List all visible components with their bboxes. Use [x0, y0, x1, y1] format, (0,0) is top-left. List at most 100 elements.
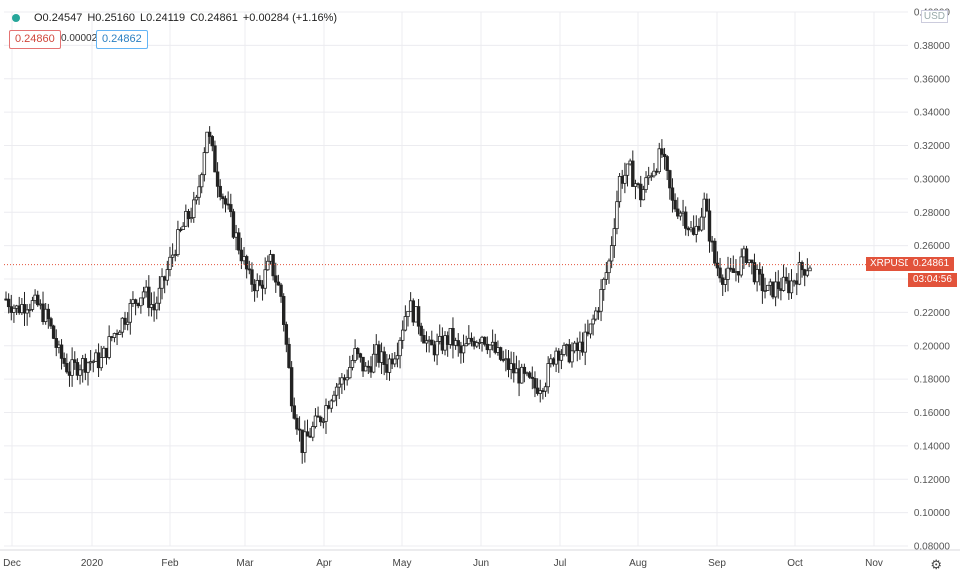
candle-body	[800, 262, 804, 271]
price-tick-label: 0.28000	[914, 208, 951, 219]
candle-body	[776, 281, 780, 290]
candle-body	[792, 280, 796, 283]
candle-body	[295, 417, 299, 430]
candle-body	[678, 212, 683, 217]
candle-body	[210, 136, 214, 147]
candle-body	[805, 270, 810, 276]
candle-body	[255, 279, 259, 292]
candle-body	[247, 268, 252, 271]
candle-body	[673, 199, 677, 210]
candle-body	[535, 387, 540, 394]
candle-body	[300, 429, 304, 453]
candle-body	[683, 211, 688, 229]
candle-body	[75, 362, 80, 376]
price-tick-label: 0.08000	[914, 542, 951, 553]
candle-body	[271, 254, 275, 277]
candle-body	[340, 377, 344, 385]
symbol-price-tag: XRPUSD	[866, 257, 916, 271]
candle-body	[181, 225, 185, 230]
candle-body	[9, 306, 13, 313]
candle-body	[305, 431, 310, 437]
candle-body	[414, 306, 418, 323]
candle-body	[213, 145, 217, 173]
candle-body	[586, 331, 590, 335]
settings-gear-icon[interactable]: ⚙	[930, 557, 942, 572]
candle-body	[229, 204, 233, 213]
candle-body	[575, 342, 579, 351]
price-tick-label: 0.32000	[914, 141, 951, 152]
candle-body	[263, 269, 267, 289]
candle-body	[771, 281, 775, 298]
candle-body	[94, 352, 98, 362]
candle-body	[46, 308, 51, 320]
price-tick-label: 0.36000	[914, 74, 951, 85]
candle-body	[609, 245, 614, 262]
bar-countdown: 03:04:56	[908, 273, 957, 287]
candle-body	[70, 359, 74, 376]
candle-body	[506, 358, 511, 370]
ohlc-legend: O0.24547 H0.25160 L0.24119 C0.24861 +0.0…	[12, 12, 342, 24]
candle-body	[337, 383, 341, 388]
candle-body	[395, 355, 400, 360]
time-axis: Dec 2020 Feb Mar Apr May Jun Jul Aug Sep Oct Nov	[0, 549, 960, 569]
candle-body	[707, 210, 712, 242]
candle-body	[784, 276, 788, 282]
candle-body	[258, 279, 262, 286]
candle-body	[501, 359, 505, 361]
candle-body	[559, 354, 564, 361]
candle-body	[789, 280, 794, 294]
last-price-tag: 0.24861	[908, 257, 955, 271]
candle-body	[57, 344, 61, 348]
candle-body	[419, 325, 423, 336]
candle-body	[379, 351, 384, 363]
price-tick-label: 0.16000	[914, 408, 951, 419]
candle-body	[173, 254, 177, 257]
candle-body	[554, 350, 558, 365]
candle-body	[432, 344, 437, 356]
time-tick-label: Dec	[3, 558, 21, 569]
candle-body	[345, 377, 349, 381]
candle-body	[268, 254, 273, 262]
candle-body	[91, 360, 95, 363]
candle-body	[424, 340, 429, 344]
candle-body	[739, 256, 743, 276]
candle-body	[588, 323, 593, 335]
candle-body	[197, 186, 201, 198]
candles	[4, 126, 908, 464]
candle-body	[522, 366, 527, 374]
candle-body	[80, 358, 85, 371]
candle-body	[411, 300, 415, 323]
candle-body	[427, 339, 431, 342]
candle-body	[795, 280, 799, 285]
high-value: H0.25160	[87, 12, 136, 24]
price-tick-label: 0.20000	[914, 341, 951, 352]
candle-body	[445, 335, 450, 345]
candle-body	[194, 196, 199, 201]
candle-body	[625, 163, 630, 176]
candle-body	[120, 317, 125, 333]
candle-body	[165, 269, 170, 281]
candle-body	[239, 249, 244, 262]
close-value: C0.24861	[190, 12, 238, 24]
buy-price-button[interactable]: 0.24862	[96, 30, 148, 49]
candle-body	[453, 340, 458, 346]
price-tick-label: 0.18000	[914, 375, 951, 386]
candle-body	[6, 298, 11, 308]
candle-body	[289, 367, 294, 407]
candle-body	[20, 304, 24, 314]
candle-body	[297, 428, 302, 431]
candle-body	[649, 175, 654, 178]
candle-body	[38, 303, 43, 306]
candle-body	[808, 267, 812, 272]
candle-body	[356, 348, 360, 355]
candle-body	[28, 309, 32, 311]
candle-body	[73, 359, 77, 363]
candle-body	[41, 303, 45, 323]
candle-body	[599, 289, 603, 312]
candle-body	[99, 357, 103, 369]
sell-price-button[interactable]: 0.24860	[9, 30, 61, 49]
change-value: +0.00284 (+1.16%)	[242, 12, 338, 24]
candle-body	[654, 170, 659, 173]
candle-body	[406, 310, 410, 317]
